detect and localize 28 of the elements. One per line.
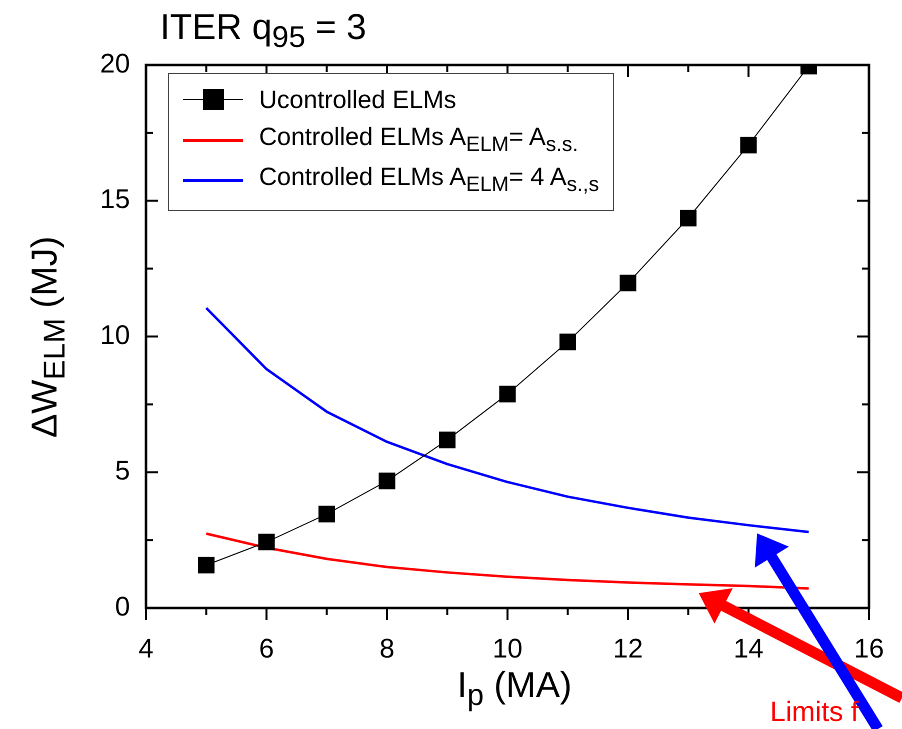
x-tick-label: 16 <box>854 634 884 664</box>
point <box>740 136 757 154</box>
y-tick-label: 15 <box>100 184 130 214</box>
x-tick-label: 12 <box>612 634 644 664</box>
point <box>198 556 215 574</box>
text: Limits f <box>770 696 859 728</box>
point <box>258 534 275 550</box>
legend-label: Controlled ELMs A$_{ELM}$= A$_{s.s.}$ <box>259 123 578 157</box>
x-tick-label: 6 <box>258 634 274 664</box>
y-tick-label: 0 <box>114 591 130 622</box>
y-tick-label: 5 <box>114 456 130 486</box>
x-tick-label: 8 <box>379 634 395 664</box>
legend-label: Ucontrolled ELMs <box>259 86 456 114</box>
point <box>318 506 336 522</box>
y-tick-label: 10 <box>100 320 130 350</box>
point <box>438 432 456 448</box>
chart-title: ITER q$_{95}$ = 3 <box>160 6 366 56</box>
point <box>499 386 516 402</box>
y-tick-label: 20 <box>100 48 130 78</box>
x-axis-title: I$_{p}$ (MA) <box>457 664 572 714</box>
x-tick-label: 14 <box>733 634 764 664</box>
legend-label: Controlled ELMs A$_{ELM}$= 4 A$_{s.,s}$ <box>259 163 599 197</box>
point <box>620 274 636 292</box>
point <box>559 334 576 350</box>
x-tick-label: 4 <box>138 634 154 664</box>
x-tick-label: 10 <box>492 634 523 664</box>
point <box>378 472 396 490</box>
point <box>680 210 697 226</box>
